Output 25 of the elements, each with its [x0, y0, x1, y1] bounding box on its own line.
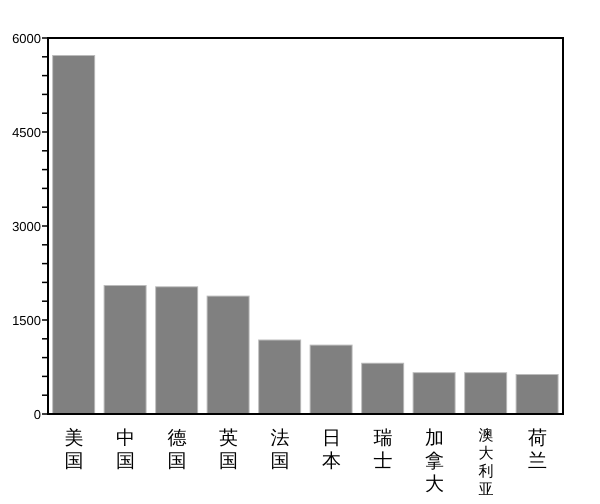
x-tick-label: 日本: [322, 427, 341, 472]
x-tick-label: 英国: [218, 427, 238, 472]
bar: [258, 340, 302, 414]
bar: [361, 362, 404, 414]
bar: [464, 372, 508, 414]
y-tick-label: 6000: [12, 31, 41, 46]
y-tick-label: 4500: [12, 125, 41, 140]
x-tick-label: 澳大利亚: [478, 426, 494, 498]
y-tick-label: 0: [34, 407, 41, 422]
bar: [52, 55, 96, 414]
bar: [104, 285, 147, 414]
bar: [206, 296, 250, 414]
bar: [516, 374, 559, 414]
y-tick-label: 3000: [12, 219, 41, 234]
x-tick-label: 加拿大: [424, 427, 444, 495]
bar: [412, 372, 456, 414]
x-tick-label: 法国: [270, 427, 290, 472]
bar: [155, 286, 198, 414]
x-tick-label: 荷兰: [528, 427, 547, 472]
x-tick-label: 瑞士: [373, 427, 392, 472]
x-tick-label: 美国: [64, 427, 84, 472]
y-tick-label: 1500: [12, 313, 41, 328]
x-tick-label: 德国: [167, 427, 186, 472]
bar: [310, 344, 353, 414]
x-tick-label: 中国: [116, 427, 135, 472]
